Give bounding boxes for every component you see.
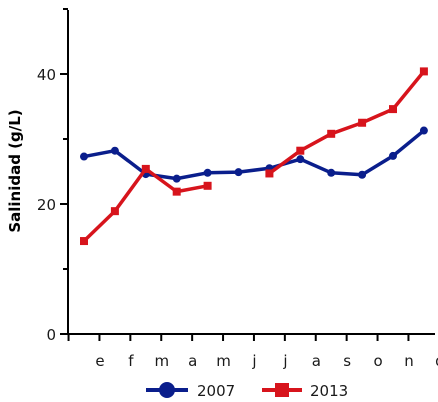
x-tick-label: j — [251, 352, 256, 370]
data-point — [389, 105, 397, 114]
x-ticks: efmamjjasond — [67, 334, 438, 370]
legend-item-2013: 2013 — [262, 382, 348, 400]
y-tick-label: 0 — [46, 326, 56, 344]
series-2013 — [80, 67, 428, 246]
data-point — [327, 129, 336, 138]
x-tick-label: j — [282, 352, 287, 370]
data-point — [172, 187, 181, 196]
legend-label: 2007 — [197, 382, 235, 400]
legend-label: 2013 — [310, 382, 348, 400]
legend-item-2007: 2007 — [146, 382, 235, 400]
data-point — [234, 168, 243, 177]
data-point — [172, 174, 181, 183]
x-tick-label: d — [435, 352, 438, 370]
x-tick-label: f — [128, 352, 134, 370]
series-line — [83, 129, 426, 181]
data-point — [265, 169, 274, 178]
x-tick-label: a — [188, 352, 197, 370]
data-point — [419, 126, 428, 135]
x-tick-label: n — [404, 352, 414, 370]
y-tick-label: 40 — [37, 66, 56, 84]
data-point — [419, 67, 428, 76]
axes — [67, 10, 435, 335]
data-point — [358, 170, 367, 179]
x-tick-label: o — [374, 352, 383, 370]
legend-marker — [275, 383, 289, 397]
y-axis-title: Salinidad (g/L) — [6, 109, 24, 232]
x-tick-label: s — [343, 352, 351, 370]
x-tick-label: m — [154, 352, 169, 370]
data-point — [203, 181, 212, 190]
legend: 2007 2013 — [146, 382, 348, 400]
legend-marker — [159, 382, 175, 398]
data-point — [141, 164, 150, 173]
series-2007 — [80, 126, 428, 183]
x-tick-label: a — [312, 352, 321, 370]
data-point — [358, 118, 367, 127]
data-point — [203, 168, 212, 177]
series-line — [268, 70, 426, 175]
data-point — [296, 155, 305, 164]
y-tick-label: 20 — [37, 196, 56, 214]
series-layer — [80, 67, 428, 246]
data-point — [327, 168, 336, 177]
data-point — [110, 146, 119, 155]
data-point — [110, 207, 119, 216]
data-point — [389, 151, 397, 160]
x-tick-label: m — [216, 352, 231, 370]
series-line — [82, 167, 208, 243]
x-tick-label: e — [95, 352, 104, 370]
y-ticks: 0 20 40 — [37, 8, 68, 344]
data-point — [296, 146, 305, 155]
data-point — [80, 152, 88, 161]
data-point — [80, 237, 88, 246]
